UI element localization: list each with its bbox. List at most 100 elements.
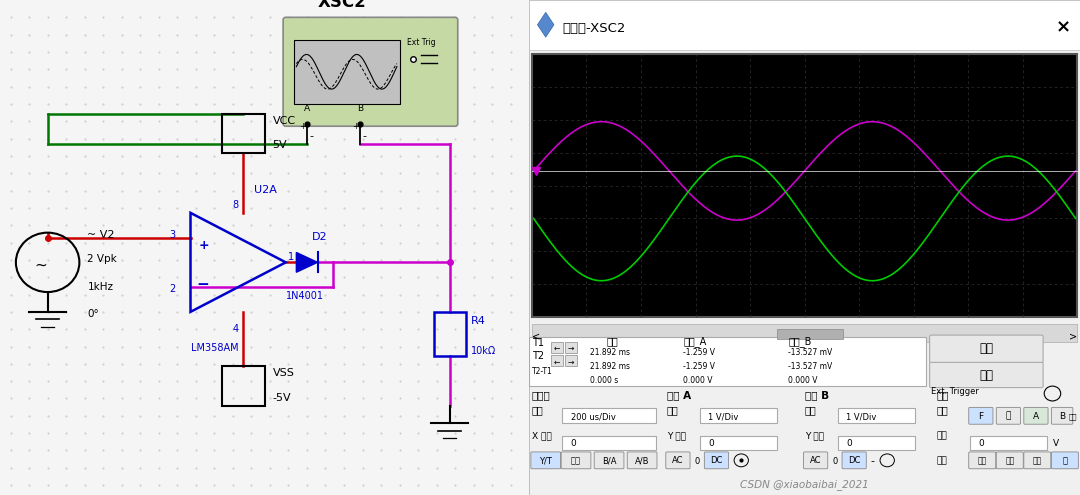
Bar [551, 355, 564, 366]
Bar [970, 436, 1047, 450]
Text: Ext Trig: Ext Trig [407, 38, 436, 47]
FancyBboxPatch shape [627, 452, 657, 469]
Text: -: - [310, 131, 313, 141]
Text: 3: 3 [170, 230, 175, 240]
Text: 时间轴: 时间轴 [532, 391, 551, 400]
Text: 21.892 ms: 21.892 ms [590, 348, 630, 357]
FancyBboxPatch shape [594, 452, 624, 469]
Text: Y 位置: Y 位置 [805, 431, 824, 440]
FancyBboxPatch shape [804, 452, 827, 469]
Text: 外部: 外部 [1069, 413, 1077, 420]
Text: V: V [1052, 440, 1058, 448]
Text: T2-T1: T2-T1 [532, 367, 553, 376]
Bar [529, 0, 1080, 50]
Text: 示波器-XSC2: 示波器-XSC2 [563, 22, 625, 35]
FancyBboxPatch shape [1051, 452, 1078, 469]
Text: 0: 0 [694, 457, 700, 466]
Text: 0°: 0° [87, 309, 99, 319]
Text: +: + [199, 239, 210, 251]
FancyBboxPatch shape [969, 407, 993, 424]
Text: DC: DC [848, 456, 861, 465]
Text: -5V: -5V [272, 393, 292, 403]
Text: Y/T: Y/T [539, 456, 552, 465]
Text: 飞: 飞 [1005, 412, 1011, 421]
Text: <: < [532, 331, 540, 341]
Text: Y 位置: Y 位置 [667, 431, 686, 440]
Text: VSS: VSS [272, 368, 295, 378]
FancyBboxPatch shape [969, 452, 996, 469]
Polygon shape [296, 252, 318, 272]
Text: 1 V/Div: 1 V/Div [708, 412, 739, 421]
Text: +: + [352, 122, 359, 131]
Text: 0.000 V: 0.000 V [684, 376, 713, 385]
Text: 8: 8 [233, 200, 239, 210]
Text: 0.000 V: 0.000 V [788, 376, 818, 385]
Text: ~ V2: ~ V2 [87, 230, 114, 240]
Text: 200 us/Div: 200 us/Div [570, 412, 616, 421]
Text: AC: AC [672, 456, 684, 465]
Text: 通道_A: 通道_A [684, 336, 706, 347]
Text: -13.527 mV: -13.527 mV [788, 348, 833, 357]
Bar [565, 355, 577, 366]
Text: LM358AM: LM358AM [190, 344, 238, 353]
Bar [700, 408, 778, 423]
Text: AC: AC [810, 456, 822, 465]
Text: -: - [363, 131, 366, 141]
FancyBboxPatch shape [842, 452, 866, 469]
Text: 边沿: 边沿 [936, 405, 948, 415]
Text: 0.000 s: 0.000 s [590, 376, 618, 385]
Text: B: B [356, 104, 363, 113]
Text: 加载: 加载 [571, 456, 581, 465]
Text: 1 V/Div: 1 V/Div [846, 412, 876, 421]
Text: 2 Vpk: 2 Vpk [87, 254, 117, 264]
Text: 1kHz: 1kHz [87, 282, 113, 292]
Bar [532, 324, 1077, 342]
Text: A: A [303, 104, 310, 113]
Bar [700, 436, 778, 450]
Text: 时间: 时间 [606, 336, 618, 346]
FancyBboxPatch shape [283, 17, 458, 126]
Text: A: A [1032, 412, 1039, 421]
Text: 2: 2 [170, 284, 176, 294]
Bar [551, 342, 564, 353]
Text: 自动: 自动 [1032, 456, 1042, 465]
Text: U2A: U2A [254, 185, 276, 195]
Text: Ext. Trigger: Ext. Trigger [931, 387, 980, 396]
Text: 标准: 标准 [1005, 456, 1014, 465]
Text: B: B [1059, 412, 1065, 421]
Bar [565, 342, 577, 353]
Text: ←: ← [554, 357, 561, 366]
FancyBboxPatch shape [930, 335, 1043, 363]
Text: -: - [870, 456, 875, 466]
Bar [563, 436, 656, 450]
Text: -1.259 V: -1.259 V [684, 362, 715, 371]
Text: T1: T1 [532, 338, 544, 347]
Bar [838, 436, 915, 450]
Text: F: F [978, 412, 984, 421]
FancyBboxPatch shape [562, 452, 591, 469]
Text: 比例: 比例 [532, 405, 543, 415]
Text: B/A: B/A [602, 456, 617, 465]
Polygon shape [538, 12, 554, 37]
Text: 通道 A: 通道 A [667, 391, 691, 400]
Text: 4: 4 [233, 324, 239, 334]
Text: 保存: 保存 [980, 369, 994, 382]
FancyBboxPatch shape [704, 452, 729, 469]
Text: ~: ~ [35, 258, 48, 273]
Bar [563, 408, 656, 423]
Text: T2: T2 [532, 351, 544, 361]
Text: 电平: 电平 [936, 431, 947, 440]
Text: >: > [1069, 331, 1077, 341]
Text: 0: 0 [978, 439, 984, 448]
Text: 比例: 比例 [805, 405, 816, 415]
FancyBboxPatch shape [996, 452, 1023, 469]
Bar [838, 408, 915, 423]
FancyBboxPatch shape [665, 452, 690, 469]
Bar [434, 312, 465, 356]
Text: 1N4001: 1N4001 [286, 292, 324, 301]
Text: 1: 1 [288, 252, 295, 262]
FancyBboxPatch shape [1024, 452, 1051, 469]
Text: 0: 0 [833, 457, 837, 466]
Bar [294, 40, 400, 104]
Text: R4: R4 [471, 316, 486, 326]
